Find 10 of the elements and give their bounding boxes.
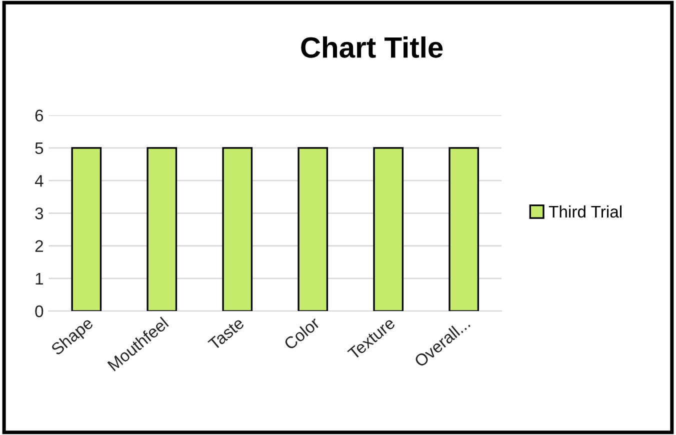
y-tick-label: 1	[36, 272, 43, 284]
y-tick-label: 5	[35, 142, 44, 154]
y-tick-label: 2	[35, 240, 43, 252]
y-tick-label: 4	[34, 175, 44, 187]
legend-label: Third Trial	[548, 205, 622, 218]
x-tick-label: Taste	[208, 316, 245, 351]
y-tick-label: 6	[35, 110, 44, 122]
y-tick-label: 3	[35, 208, 44, 220]
y-tick-label: 0	[35, 305, 44, 318]
chart-title: Chart Title	[301, 36, 443, 58]
